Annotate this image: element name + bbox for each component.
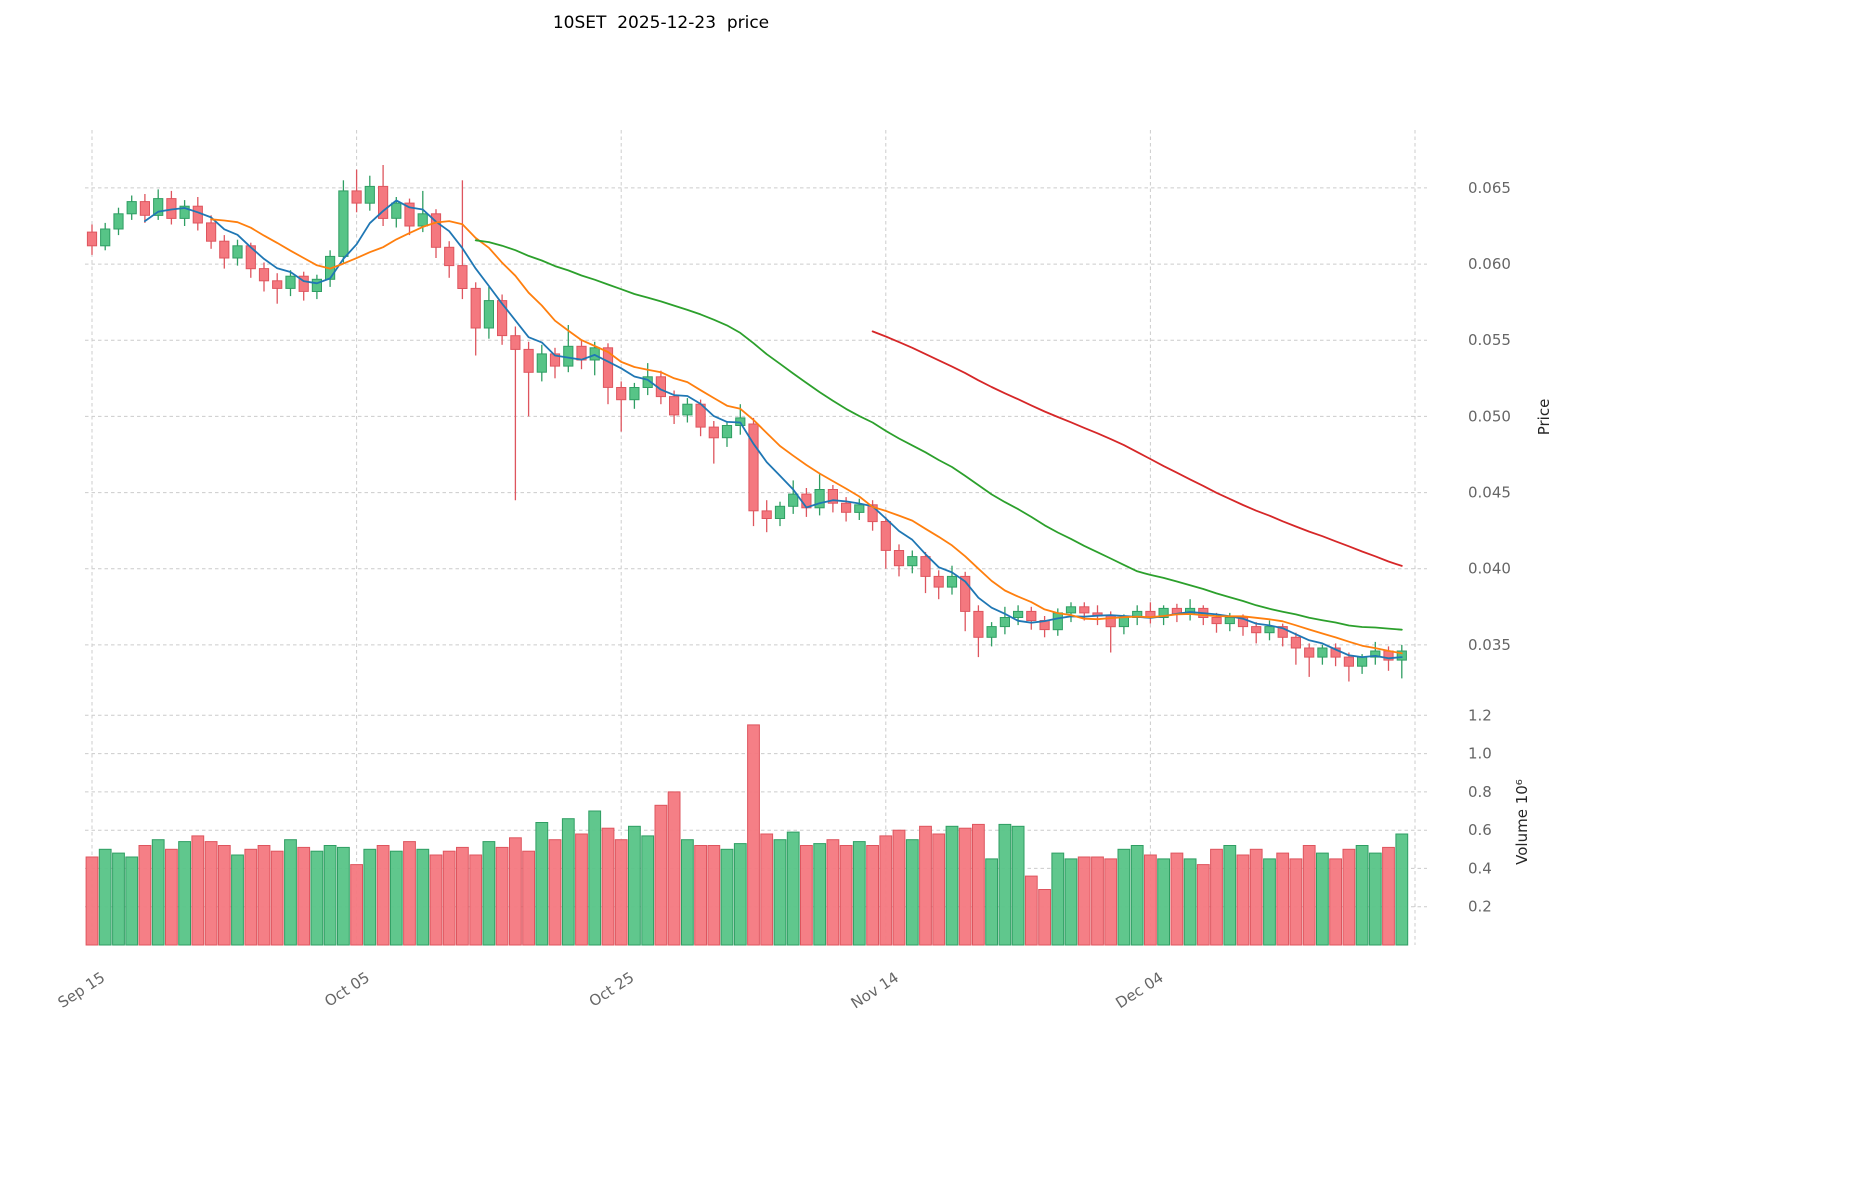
svg-text:Dec 04: Dec 04	[1112, 968, 1166, 1012]
svg-text:Oct 25: Oct 25	[586, 968, 638, 1010]
volume-bars	[85, 724, 1409, 946]
svg-text:0.8: 0.8	[1468, 783, 1492, 801]
volume-axis-tick-labels: 1.2 1.0 0.8 0.6 0.4 0.2	[1468, 706, 1492, 915]
svg-text:0.045: 0.045	[1468, 484, 1511, 502]
candlesticks	[86, 165, 1407, 682]
svg-text:Nov 14: Nov 14	[848, 968, 902, 1012]
svg-text:0.040: 0.040	[1468, 560, 1511, 578]
svg-text:1.0: 1.0	[1468, 745, 1492, 763]
svg-text:0.050: 0.050	[1468, 407, 1511, 425]
svg-text:0.060: 0.060	[1468, 255, 1511, 273]
svg-text:Sep 15: Sep 15	[55, 968, 109, 1011]
x-axis-tick-labels: Sep 15 Oct 05 Oct 25 Nov 14 Dec 04	[55, 968, 1167, 1012]
svg-text:0.035: 0.035	[1468, 636, 1511, 654]
price-axis-label: Price	[1535, 399, 1553, 436]
chart-title: 10SET 2025-12-23 price	[553, 13, 769, 33]
volume-axis-label: Volume 10⁶	[1513, 779, 1531, 865]
price-axis-tick-labels: 0.065 0.060 0.055 0.050 0.045 0.040 0.035	[1468, 179, 1511, 654]
svg-text:1.2: 1.2	[1468, 706, 1492, 724]
svg-text:Oct 05: Oct 05	[321, 968, 373, 1010]
moving-average-lines	[143, 199, 1403, 660]
svg-text:0.6: 0.6	[1468, 821, 1492, 839]
svg-text:0.055: 0.055	[1468, 331, 1511, 349]
svg-text:0.065: 0.065	[1468, 179, 1511, 197]
svg-text:0.4: 0.4	[1468, 859, 1492, 877]
svg-text:0.2: 0.2	[1468, 898, 1492, 916]
